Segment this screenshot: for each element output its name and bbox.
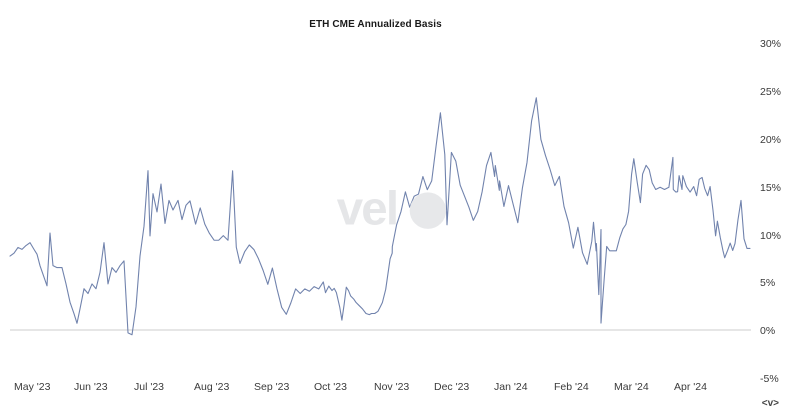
svg-text:vel: vel (337, 182, 397, 235)
